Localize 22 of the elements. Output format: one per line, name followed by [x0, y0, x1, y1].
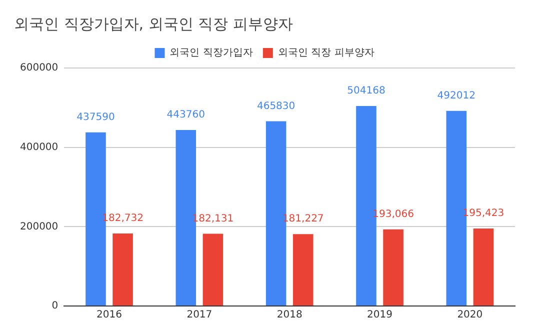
legend-label: 외국인 직장가입자: [170, 48, 253, 59]
bar: [383, 229, 404, 306]
legend-label: 외국인 직장 피부양자: [278, 48, 374, 59]
x-tick-label: 2018: [276, 310, 302, 321]
y-tick-label: 200000: [20, 221, 58, 232]
x-tick-label: 2020: [457, 310, 483, 321]
y-tick-label: 0: [52, 300, 58, 312]
x-tick-label: 2019: [367, 310, 392, 321]
chart-title: 외국인 직장가입자, 외국인 직장 피부양자: [14, 14, 293, 33]
bar: [112, 234, 133, 306]
data-label: 465830: [256, 100, 296, 112]
data-label: 437590: [76, 112, 115, 124]
data-label: 492012: [437, 90, 476, 102]
data-label: 504168: [347, 86, 386, 97]
data-label: 443760: [166, 110, 205, 121]
bar: [202, 234, 224, 306]
y-tick-label: 400000: [20, 142, 58, 153]
bar: [473, 228, 494, 306]
bar: [292, 234, 314, 306]
y-tick-label: 600000: [20, 62, 58, 74]
x-tick-label: 2017: [186, 310, 212, 321]
x-tick-label: 2016: [96, 310, 122, 321]
